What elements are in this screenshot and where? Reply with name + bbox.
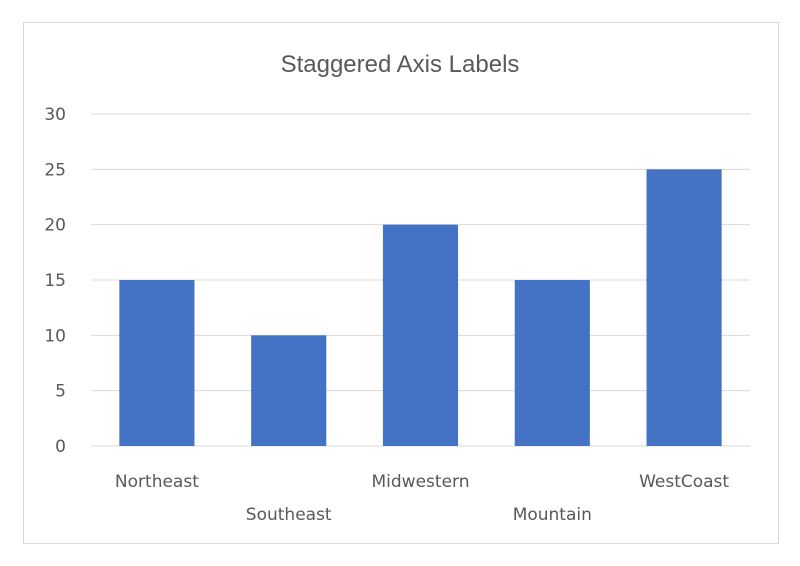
y-tick-label: 10 <box>44 326 66 346</box>
bar-midwestern <box>382 224 459 446</box>
bar-southeast <box>251 335 327 446</box>
y-tick-label: 25 <box>44 160 66 180</box>
bars <box>119 169 722 447</box>
y-tick-label: 0 <box>55 437 66 457</box>
y-tick-label: 15 <box>44 271 66 291</box>
bar-northeast <box>119 280 195 446</box>
x-axis-labels: Northeast Southeast Midwestern Mountain West… <box>115 472 730 525</box>
x-category-label: Northeast <box>115 472 199 492</box>
x-category-label: WestCoast <box>639 472 729 492</box>
bar-mountain <box>514 280 590 446</box>
y-tick-label: 30 <box>44 105 66 125</box>
chart-title: Staggered Axis Labels <box>281 51 520 78</box>
x-category-label: Mountain <box>513 505 592 525</box>
y-tick-label: 20 <box>44 216 66 236</box>
x-category-label: Southeast <box>246 505 332 525</box>
y-axis-ticks: 0 5 10 15 20 25 30 <box>44 105 66 457</box>
x-category-label: Midwestern <box>372 472 470 492</box>
bar-westcoast <box>646 169 722 447</box>
y-tick-label: 5 <box>55 382 66 402</box>
